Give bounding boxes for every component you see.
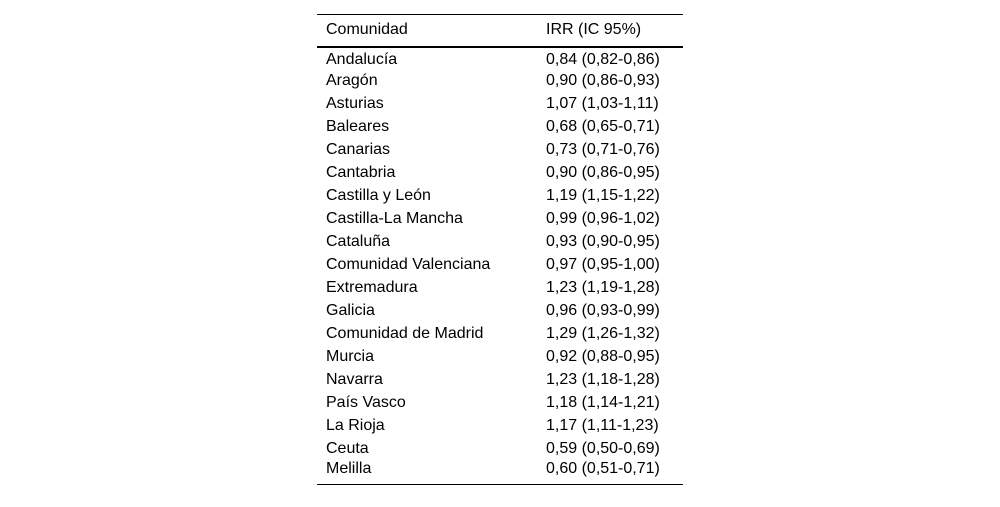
table-row: Cantabria 0,90 (0,86-0,95) — [317, 162, 683, 185]
table-row: Galicia 0,96 (0,93-0,99) — [317, 300, 683, 323]
irr-cell: 0,90 (0,86-0,95) — [546, 164, 660, 181]
table-row: Castilla y León 1,19 (1,15-1,22) — [317, 185, 683, 208]
comunidad-cell: Castilla y León — [326, 187, 431, 204]
comunidad-cell: Andalucía — [326, 51, 398, 68]
comunidad-cell: Galicia — [326, 302, 375, 319]
table-body: Andalucía 0,84 (0,82-0,86) Aragón 0,90 (0,8… — [317, 47, 683, 485]
irr-cell: 1,23 (1,19-1,28) — [546, 279, 660, 296]
comunidad-cell: Canarias — [326, 141, 391, 158]
irr-table-container: Comunidad IRR (IC 95%) Andalucía 0,84 (0,… — [317, 14, 683, 485]
table-row: La Rioja 1,17 (1,11-1,23) — [317, 415, 683, 438]
header-irr: IRR (IC 95%) — [546, 14, 683, 48]
irr-cell: 1,29 (1,26-1,32) — [546, 325, 660, 342]
irr-cell: 0,84 (0,82-0,86) — [546, 51, 660, 68]
comunidad-cell: Castilla-La Mancha — [326, 210, 463, 227]
table-row: Melilla 0,60 (0,51-0,71) — [317, 459, 683, 485]
comunidad-cell: La Rioja — [326, 417, 385, 434]
comunidad-cell: Ceuta — [326, 440, 369, 457]
table-row: Andalucía 0,84 (0,82-0,86) — [317, 47, 683, 70]
irr-cell: 1,19 (1,15-1,22) — [546, 187, 660, 204]
table-row: Baleares 0,68 (0,65-0,71) — [317, 116, 683, 139]
table-row: Comunidad Valenciana 0,97 (0,95-1,00) — [317, 254, 683, 277]
irr-cell: 1,18 (1,14-1,21) — [546, 394, 660, 411]
table-row: Aragón 0,90 (0,86-0,93) — [317, 70, 683, 93]
comunidad-cell: Extremadura — [326, 279, 418, 296]
comunidad-cell: País Vasco — [326, 394, 406, 411]
table-row: Extremadura 1,23 (1,19-1,28) — [317, 277, 683, 300]
comunidad-cell: Navarra — [326, 371, 383, 388]
irr-cell: 0,73 (0,71-0,76) — [546, 141, 660, 158]
irr-cell: 0,97 (0,95-1,00) — [546, 256, 660, 273]
irr-cell: 0,92 (0,88-0,95) — [546, 348, 660, 365]
table-row: Castilla-La Mancha 0,99 (0,96-1,02) — [317, 208, 683, 231]
table-row: País Vasco 1,18 (1,14-1,21) — [317, 392, 683, 415]
table-row: Murcia 0,92 (0,88-0,95) — [317, 346, 683, 369]
comunidad-cell: Aragón — [326, 72, 378, 89]
comunidad-cell: Comunidad de Madrid — [326, 325, 484, 342]
irr-cell: 1,17 (1,11-1,23) — [546, 417, 659, 434]
irr-cell: 1,23 (1,18-1,28) — [546, 371, 660, 388]
table-row: Cataluña 0,93 (0,90-0,95) — [317, 231, 683, 254]
table-row: Canarias 0,73 (0,71-0,76) — [317, 139, 683, 162]
comunidad-cell: Comunidad Valenciana — [326, 256, 491, 273]
header-row: Comunidad IRR (IC 95%) — [317, 14, 683, 48]
header-comunidad: Comunidad — [317, 14, 546, 48]
table-row: Navarra 1,23 (1,18-1,28) — [317, 369, 683, 392]
irr-cell: 0,90 (0,86-0,93) — [546, 72, 660, 89]
table-row: Ceuta 0,59 (0,50-0,69) — [317, 438, 683, 461]
irr-cell: 0,59 (0,50-0,69) — [546, 440, 660, 457]
comunidad-cell: Cataluña — [326, 233, 391, 250]
comunidad-cell: Murcia — [326, 348, 375, 365]
irr-cell: 0,96 (0,93-0,99) — [546, 302, 660, 319]
table-header: Comunidad IRR (IC 95%) — [317, 14, 683, 48]
table-row: Comunidad de Madrid 1,29 (1,26-1,32) — [317, 323, 683, 346]
irr-table: Comunidad IRR (IC 95%) Andalucía 0,84 (0,… — [317, 14, 683, 485]
comunidad-cell: Baleares — [326, 118, 390, 135]
table-row: Asturias 1,07 (1,03-1,11) — [317, 93, 683, 116]
irr-cell: 0,93 (0,90-0,95) — [546, 233, 660, 250]
comunidad-cell: Cantabria — [326, 164, 396, 181]
irr-cell: 0,68 (0,65-0,71) — [546, 118, 660, 135]
comunidad-cell: Asturias — [326, 95, 384, 112]
irr-cell: 0,60 (0,51-0,71) — [546, 459, 660, 477]
irr-cell: 1,07 (1,03-1,11) — [546, 95, 659, 112]
comunidad-cell: Melilla — [326, 459, 372, 477]
irr-cell: 0,99 (0,96-1,02) — [546, 210, 660, 227]
